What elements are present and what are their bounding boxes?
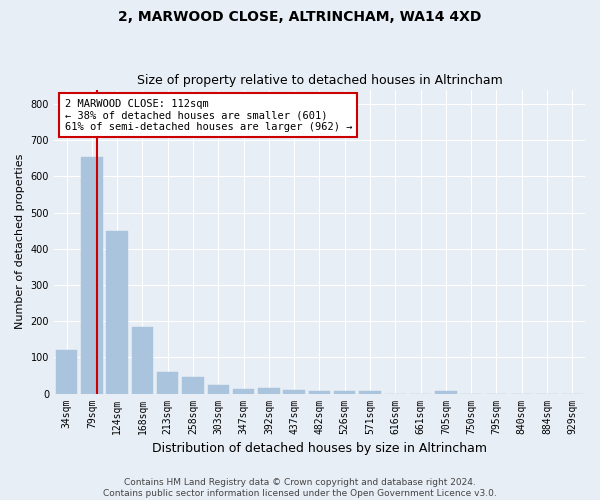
Text: 2, MARWOOD CLOSE, ALTRINCHAM, WA14 4XD: 2, MARWOOD CLOSE, ALTRINCHAM, WA14 4XD [118, 10, 482, 24]
Title: Size of property relative to detached houses in Altrincham: Size of property relative to detached ho… [137, 74, 502, 87]
Bar [157, 372, 178, 394]
Bar [283, 390, 305, 394]
Bar [81, 156, 103, 394]
Bar [208, 384, 229, 394]
Bar [182, 376, 204, 394]
Bar [435, 390, 457, 394]
X-axis label: Distribution of detached houses by size in Altrincham: Distribution of detached houses by size … [152, 442, 487, 455]
Text: Contains HM Land Registry data © Crown copyright and database right 2024.
Contai: Contains HM Land Registry data © Crown c… [103, 478, 497, 498]
Bar [56, 350, 77, 394]
Bar [106, 230, 128, 394]
Bar [131, 328, 153, 394]
Y-axis label: Number of detached properties: Number of detached properties [15, 154, 25, 329]
Bar [359, 390, 381, 394]
Bar [233, 389, 254, 394]
Bar [334, 391, 355, 394]
Bar [258, 388, 280, 394]
Bar [309, 391, 330, 394]
Text: 2 MARWOOD CLOSE: 112sqm
← 38% of detached houses are smaller (601)
61% of semi-d: 2 MARWOOD CLOSE: 112sqm ← 38% of detache… [65, 98, 352, 132]
